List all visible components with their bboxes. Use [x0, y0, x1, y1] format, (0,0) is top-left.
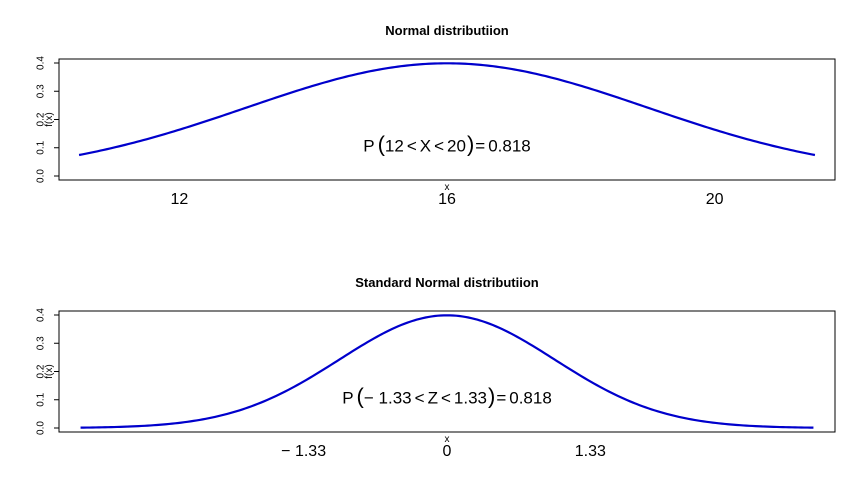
x-tick-label: 1.33 [575, 443, 606, 460]
annotation-upper: 20 [447, 136, 466, 155]
annotation-var: Z [428, 388, 438, 407]
density-curve [80, 314, 814, 429]
annotation-lt2: < [434, 136, 444, 155]
annotation-close: ) [488, 383, 495, 408]
annotation-lt1: < [407, 136, 417, 155]
y-tick-label: 0.4 [36, 308, 47, 322]
annotation-value: 0.818 [509, 388, 552, 407]
panel-1: Normal distributiion 0.0 0.1 0.2 0.3 0.4 f(x) 1… [36, 23, 836, 208]
y-tick-label: 0.0 [36, 169, 47, 183]
annotation-lt2: < [441, 388, 451, 407]
y-tick-label: 0.1 [36, 392, 47, 406]
chart-title: Standard Normal distributiion [355, 275, 539, 290]
y-tick-label: 0.2 [36, 364, 47, 378]
x-axis-label: x [445, 182, 450, 193]
x-axis-label: x [445, 434, 450, 445]
annotation-var: X [420, 136, 431, 155]
probability-annotation: P (12 < X <20)= 0.818 [363, 131, 531, 156]
y-tick-label: 0.4 [36, 56, 47, 70]
annotation-value: 0.818 [488, 136, 531, 155]
y-tick-label: 0.0 [36, 421, 47, 435]
annotation-eq: = [475, 136, 485, 155]
annotation-prefix: P [342, 388, 353, 407]
x-tick-label: 12 [171, 191, 189, 208]
panel-2: Standard Normal distributiion 0.0 0.1 0.2 0.… [36, 275, 836, 460]
chart-title: Normal distributiion [385, 23, 509, 38]
y-axis-label: f(x) [44, 364, 55, 378]
annotation-upper: 1.33 [454, 388, 487, 407]
y-tick-label: 0.3 [36, 336, 47, 350]
x-tick-label: 0 [443, 443, 452, 460]
probability-annotation: P (− 1.33 < Z <1.33)= 0.818 [342, 383, 552, 408]
annotation-lower: 12 [385, 136, 404, 155]
density-curve [78, 62, 816, 157]
annotation-prefix: P [363, 136, 374, 155]
x-tick-label: − 1.33 [281, 443, 326, 460]
annotation-lt1: < [415, 388, 425, 407]
annotation-eq: = [496, 388, 506, 407]
y-tick-label: 0.1 [36, 140, 47, 154]
plot-frame [58, 58, 836, 181]
annotation-open: ( [378, 131, 386, 156]
annotation-close: ) [467, 131, 474, 156]
y-tick-label: 0.2 [36, 112, 47, 126]
x-tick-label: 16 [438, 191, 456, 208]
annotation-open: ( [357, 383, 365, 408]
y-axis-label: f(x) [44, 112, 55, 126]
x-tick-label: 20 [706, 191, 724, 208]
y-tick-label: 0.3 [36, 84, 47, 98]
annotation-lower: − 1.33 [364, 388, 412, 407]
plot-frame [58, 310, 836, 433]
